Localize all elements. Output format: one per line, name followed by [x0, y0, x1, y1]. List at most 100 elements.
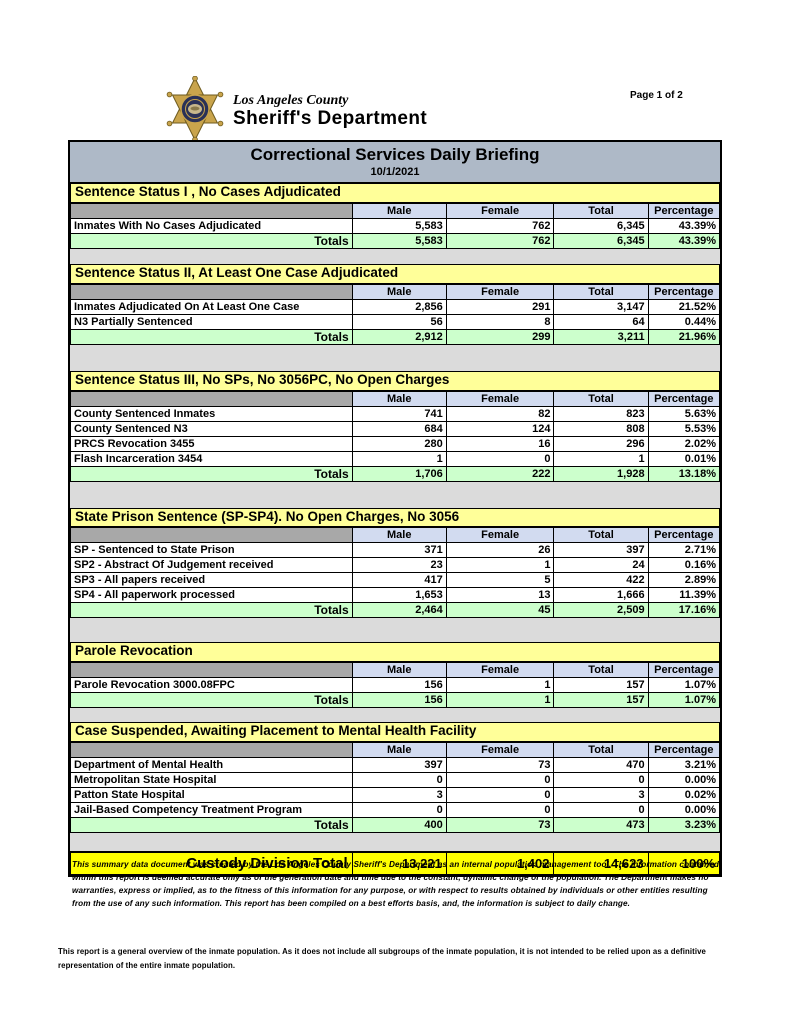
row-total-value: 3,147 [553, 298, 649, 315]
lasd-logo: Los Angeles County Sheriff's Department [163, 76, 427, 142]
totals-female-value: 222 [445, 465, 555, 482]
column-header-row: Male Female Total Percentage [70, 527, 721, 544]
totals-percentage-value: 21.96% [647, 328, 721, 345]
logo-county-text: Los Angeles County [233, 93, 349, 109]
totals-total-value: 2,509 [553, 602, 649, 619]
totals-label: Totals [70, 328, 353, 345]
totals-female-value: 762 [445, 232, 555, 249]
row-female-value: 124 [445, 420, 555, 437]
row-total-value: 422 [553, 572, 649, 589]
section-4: State Prison Sentence (SP-SP4). No Open … [70, 507, 721, 619]
grand-total-label: Custody Division Total [70, 851, 353, 875]
table-row: SP2 - Abstract Of Judgement received 23 1 2… [70, 557, 721, 574]
row-female-value: 8 [445, 313, 555, 330]
report-title-bar: Correctional Services Daily Briefing 10/… [70, 142, 720, 183]
section-table: Male Female Total Percentage Inmates With No… [70, 202, 721, 249]
totals-total-value: 473 [553, 817, 649, 834]
row-total-value: 24 [553, 557, 649, 574]
column-header-male: Male [351, 742, 447, 759]
table-row: Inmates Adjudicated On At Least One Case… [70, 298, 721, 315]
row-female-value: 1 [445, 557, 555, 574]
totals-percentage-value: 3.23% [647, 817, 721, 834]
column-header-row: Male Female Total Percentage [70, 390, 721, 407]
row-female-value: 73 [445, 757, 555, 774]
section-title: State Prison Sentence (SP-SP4). No Open … [70, 507, 720, 528]
section-table: Male Female Total Percentage Inmates Adjudic… [70, 283, 721, 345]
row-percentage-value: 0.16% [647, 557, 721, 574]
section-2: Sentence Status II, At Least One Case Ad… [70, 263, 721, 345]
totals-percentage-value: 17.16% [647, 602, 721, 619]
table-row: Metropolitan State Hospital 0 0 0 0.00% [70, 772, 721, 789]
grand-total-male: 13,221 [351, 851, 447, 875]
totals-row: Totals 2,912 299 3,211 21.96% [70, 328, 721, 345]
column-header-row: Male Female Total Percentage [70, 202, 721, 219]
table-row: Jail-Based Competency Treatment Program 0… [70, 802, 721, 819]
row-total-value: 0 [553, 802, 649, 819]
section-table: Male Female Total Percentage Parole Revocati… [70, 662, 721, 709]
totals-female-value: 299 [445, 328, 555, 345]
row-label: N3 Partially Sentenced [70, 313, 353, 330]
totals-label: Totals [70, 232, 353, 249]
section-3: Sentence Status III, No SPs, No 3056PC, … [70, 370, 721, 482]
row-label: County Sentenced Inmates [70, 405, 353, 422]
column-header-male: Male [351, 283, 447, 300]
row-total-value: 157 [553, 677, 649, 694]
totals-row: Totals 5,583 762 6,345 43.39% [70, 232, 721, 249]
section-title: Sentence Status I , No Cases Adjudicated [70, 183, 720, 203]
column-header-percentage: Percentage [647, 662, 721, 679]
sections-container: Sentence Status I , No Cases Adjudicated… [70, 183, 721, 834]
row-total-value: 1 [553, 450, 649, 467]
column-header-total: Total [553, 283, 649, 300]
section-table: Male Female Total Percentage County Sentence… [70, 390, 721, 482]
totals-male-value: 156 [351, 692, 447, 709]
column-header-female: Female [445, 390, 555, 407]
totals-total-value: 1,928 [553, 465, 649, 482]
row-label: Flash Incarceration 3454 [70, 450, 353, 467]
row-male-value: 397 [351, 757, 447, 774]
section-title: Sentence Status II, At Least One Case Ad… [70, 263, 720, 284]
row-total-value: 1,666 [553, 587, 649, 604]
row-label: Parole Revocation 3000.08FPC [70, 677, 353, 694]
column-header-percentage: Percentage [647, 742, 721, 759]
section-5: Parole Revocation Male Female Total Percenta… [70, 642, 721, 709]
totals-total-value: 6,345 [553, 232, 649, 249]
row-label: Department of Mental Health [70, 757, 353, 774]
row-percentage-value: 0.01% [647, 450, 721, 467]
grand-total-percentage: 100% [647, 851, 721, 875]
column-header-female: Female [445, 527, 555, 544]
row-total-value: 296 [553, 435, 649, 452]
row-male-value: 5,583 [351, 217, 447, 234]
column-header-female: Female [445, 742, 555, 759]
row-female-value: 0 [445, 787, 555, 804]
totals-female-value: 73 [445, 817, 555, 834]
column-header-total: Total [553, 662, 649, 679]
column-header-male: Male [351, 202, 447, 219]
column-header-female: Female [445, 662, 555, 679]
row-label: Patton State Hospital [70, 787, 353, 804]
totals-row: Totals 156 1 157 1.07% [70, 692, 721, 709]
row-percentage-value: 43.39% [647, 217, 721, 234]
totals-label: Totals [70, 817, 353, 834]
row-female-value: 5 [445, 572, 555, 589]
row-total-value: 470 [553, 757, 649, 774]
column-header-blank [70, 662, 353, 679]
row-percentage-value: 1.07% [647, 677, 721, 694]
row-total-value: 823 [553, 405, 649, 422]
logo-department-text: Sheriff's Department [233, 107, 428, 129]
totals-male-value: 2,464 [351, 602, 447, 619]
table-row: County Sentenced Inmates 741 82 823 5.63% [70, 405, 721, 422]
section-1: Sentence Status I , No Cases Adjudicated… [70, 183, 721, 249]
table-row: Flash Incarceration 3454 1 0 1 0.01% [70, 450, 721, 467]
sheriff-star-badge-icon [166, 76, 224, 142]
custody-division-total-row: Custody Division Total 13,221 1,402 14,6… [70, 851, 721, 875]
row-female-value: 26 [445, 542, 555, 559]
column-header-male: Male [351, 390, 447, 407]
totals-row: Totals 2,464 45 2,509 17.16% [70, 602, 721, 619]
totals-total-value: 157 [553, 692, 649, 709]
page-indicator: Page 1 of 2 [630, 90, 683, 101]
row-male-value: 0 [351, 802, 447, 819]
totals-female-value: 45 [445, 602, 555, 619]
report-date: 10/1/2021 [370, 166, 420, 178]
row-total-value: 6,345 [553, 217, 649, 234]
